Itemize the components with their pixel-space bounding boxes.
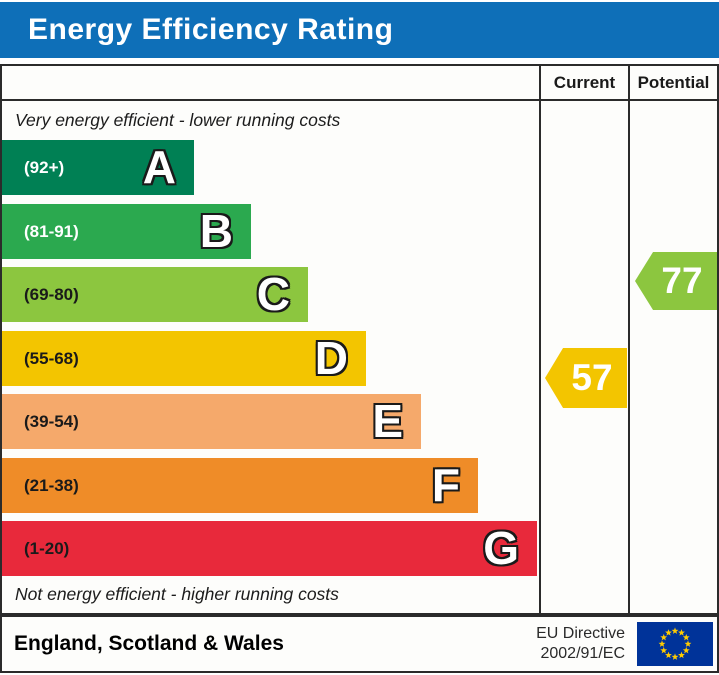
- column-header-current: Current: [553, 73, 616, 92]
- potential-rating-value: 77: [661, 260, 703, 301]
- band-letter: A: [142, 141, 176, 193]
- band-e: (39-54) E: [2, 394, 421, 449]
- band-range-label: (55-68): [24, 349, 79, 368]
- band-letter: E: [372, 395, 403, 447]
- band-g: (1-20) G: [2, 521, 537, 576]
- footer: England, Scotland & Wales EU Directive 2…: [0, 615, 719, 673]
- top-note: Very energy efficient - lower running co…: [15, 110, 341, 130]
- eu-flag-icon: [637, 622, 713, 666]
- potential-rating-arrow: 77: [635, 252, 717, 310]
- bottom-note: Not energy efficient - higher running co…: [15, 584, 339, 604]
- band-range-label: (92+): [24, 158, 65, 177]
- region-label: England, Scotland & Wales: [14, 632, 284, 655]
- eu-directive-line2: 2002/91/EC: [540, 645, 625, 662]
- band-a: (92+) A: [2, 140, 194, 195]
- eu-directive-line1: EU Directive: [536, 625, 625, 642]
- band-f: (21-38) F: [2, 458, 478, 513]
- title-bar: Energy Efficiency Rating: [0, 2, 719, 58]
- header-row-border: [2, 99, 717, 101]
- band-range-label: (39-54): [24, 412, 79, 431]
- band-d: (55-68) D: [2, 331, 366, 386]
- band-letter: G: [483, 522, 519, 574]
- band-b: (81-91) B: [2, 204, 251, 259]
- band-letter: B: [199, 205, 233, 257]
- band-letter: D: [314, 332, 348, 384]
- current-rating-arrow: 57: [545, 348, 627, 408]
- band-range-label: (69-80): [24, 285, 79, 304]
- band-letter: F: [431, 459, 460, 511]
- band-c: (69-80) C: [2, 267, 308, 322]
- band-range-label: (1-20): [24, 539, 70, 558]
- current-rating-value: 57: [571, 357, 613, 398]
- column-header-potential: Potential: [637, 73, 710, 92]
- band-letter: C: [256, 268, 290, 320]
- column-divider-current: [539, 66, 541, 613]
- band-range-label: (21-38): [24, 476, 79, 495]
- band-range-label: (81-91): [24, 222, 79, 241]
- eu-directive-text: EU Directive 2002/91/EC: [536, 624, 625, 664]
- epc-chart: Current Potential Very energy efficient …: [0, 64, 719, 615]
- page-title: Energy Efficiency Rating: [28, 13, 394, 46]
- column-divider-potential: [628, 66, 630, 613]
